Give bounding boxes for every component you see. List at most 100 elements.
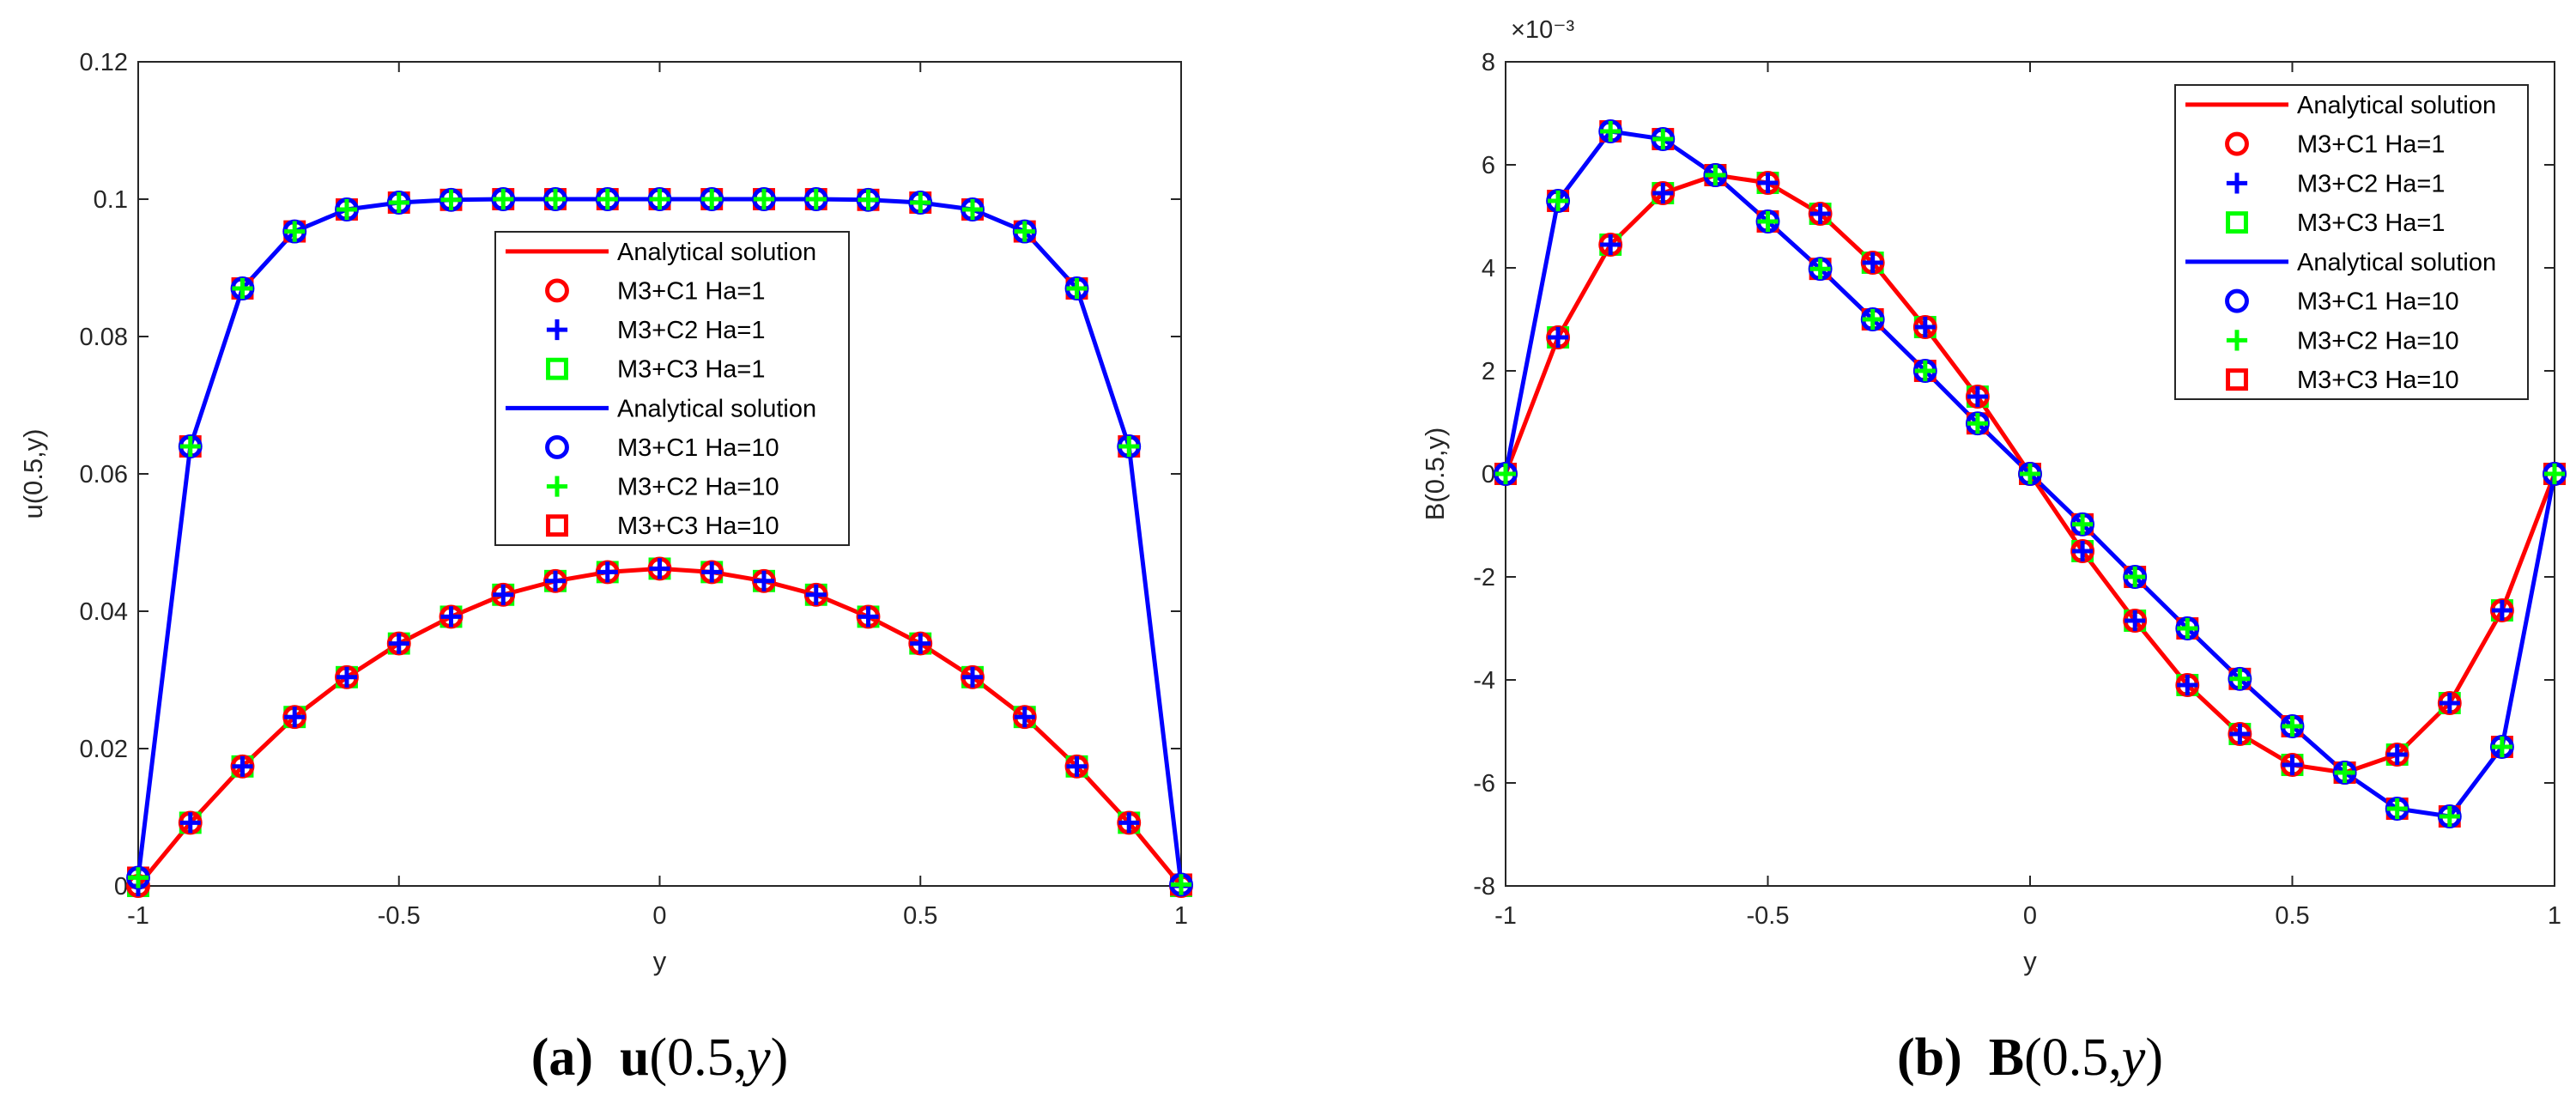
y-exponent-label: ×10⁻³ [1511, 16, 1574, 44]
data-point-marker [2439, 805, 2460, 828]
data-point-marker [1600, 234, 1621, 256]
legend-label: Analytical solution [2297, 249, 2496, 276]
y-tick-label: -4 [1473, 667, 1495, 695]
data-point-marker [544, 188, 567, 210]
legend-marker-circle [545, 278, 569, 303]
data-point-marker [1862, 252, 1883, 274]
data-point-marker [2386, 798, 2408, 820]
x-tick-label: 0.5 [903, 902, 937, 930]
data-point-marker [1914, 360, 1936, 382]
data-point-marker [910, 191, 931, 214]
data-point-marker [2386, 743, 2408, 766]
data-point-marker [179, 812, 201, 834]
data-point-marker [493, 188, 514, 210]
legend-label: M3+C1 Ha=10 [617, 434, 779, 462]
data-point-marker [2177, 617, 2198, 640]
data-point-marker [1757, 172, 1779, 194]
caption-open: (0.5, [649, 1028, 747, 1087]
data-point-marker [701, 188, 723, 210]
data-point-marker [649, 558, 670, 579]
data-point-marker [1809, 258, 1831, 280]
data-point-marker [961, 666, 984, 688]
data-point-marker [2072, 540, 2094, 562]
legend-marker-plus [546, 476, 568, 497]
legend-marker-plus [2226, 173, 2248, 194]
legend-label: M3+C2 Ha=10 [617, 474, 779, 501]
data-point-marker [597, 188, 618, 210]
data-point-marker [2543, 463, 2566, 485]
caption-space [1962, 1028, 1989, 1087]
data-point-marker [232, 277, 253, 300]
data-point-marker [805, 188, 827, 210]
data-point-marker [440, 606, 462, 628]
legend-label: M3+C2 Ha=1 [617, 317, 766, 344]
caption-space [593, 1028, 620, 1087]
legend-label: M3+C1 Ha=1 [2297, 131, 2446, 159]
data-point-marker [388, 191, 409, 214]
data-point-marker [753, 188, 775, 210]
legend-marker-plus [546, 318, 568, 341]
y-axis-label: u(0.5,y) [18, 428, 48, 519]
legend-label: Analytical solution [2297, 92, 2496, 119]
legend-marker-square [2226, 211, 2248, 234]
x-tick-label: 0 [2023, 902, 2037, 930]
data-point-marker [2019, 463, 2041, 485]
data-point-marker [1652, 182, 1674, 204]
legend-box [494, 231, 850, 546]
data-point-marker [805, 584, 827, 605]
chart-b-profile: -1 -0.5 0 0.5 1-8-6-4-202468×10⁻³yB(0.5,y)An… [1420, 16, 2567, 1087]
y-tick-label: 2 [1482, 358, 1495, 385]
legend-label: Analytical solution [617, 395, 816, 422]
data-point-marker [179, 435, 201, 458]
data-point-marker [2491, 736, 2512, 758]
y-tick-label: 0.02 [80, 736, 128, 763]
y-axis-label: B(0.5,y) [1420, 428, 1450, 521]
data-point-marker [1066, 277, 1088, 300]
data-point-marker [127, 867, 149, 889]
y-tick-label: -6 [1473, 770, 1495, 798]
data-point-marker [2072, 513, 2094, 535]
data-point-marker [1118, 812, 1140, 834]
legend-marker-circle [545, 434, 569, 459]
y-tick-label: 0.1 [94, 186, 128, 214]
legend-label: M3+C3 Ha=10 [2297, 367, 2459, 394]
data-point-marker [701, 561, 723, 583]
data-point-marker [493, 584, 514, 605]
data-point-marker [1600, 120, 1621, 143]
caption-var: y [742, 1028, 771, 1087]
y-tick-label: -8 [1473, 873, 1495, 901]
legend-label: M3+C2 Ha=1 [2297, 170, 2446, 197]
data-point-marker [284, 221, 306, 242]
legend-label: M3+C2 Ha=10 [2297, 327, 2459, 355]
y-tick-label: 0 [1482, 461, 1495, 488]
data-point-marker [2124, 610, 2146, 632]
legend-marker-square [2226, 368, 2248, 391]
legend-marker-circle [2225, 288, 2249, 313]
caption-open: (0.5, [2024, 1028, 2122, 1087]
data-point-marker [1066, 755, 1088, 777]
data-point-marker [1705, 164, 1726, 186]
data-point-marker [2229, 668, 2251, 689]
y-tick-label: 0 [114, 873, 128, 901]
x-tick-label: -1 [127, 902, 149, 930]
legend-label: M3+C1 Ha=1 [617, 277, 766, 305]
y-tick-label: 0.06 [80, 461, 128, 488]
data-point-marker [232, 755, 253, 777]
y-tick-label: 0.12 [80, 49, 128, 76]
x-tick-label: 0 [652, 902, 666, 930]
x-tick-label: 0.5 [2275, 902, 2309, 930]
data-point-marker [1014, 707, 1035, 728]
data-point-marker [336, 198, 358, 221]
data-point-marker [649, 188, 670, 210]
data-point-marker [284, 707, 306, 728]
data-point-marker [1170, 874, 1192, 895]
data-point-marker [597, 561, 618, 583]
y-tick-label: 0.04 [80, 598, 128, 626]
caption-symbol: u [620, 1028, 649, 1087]
data-point-marker [910, 633, 931, 654]
data-point-marker [336, 666, 358, 688]
caption-var: y [2117, 1028, 2146, 1087]
data-point-marker [1548, 326, 1569, 349]
legend-label: M3+C3 Ha=1 [2297, 209, 2446, 237]
